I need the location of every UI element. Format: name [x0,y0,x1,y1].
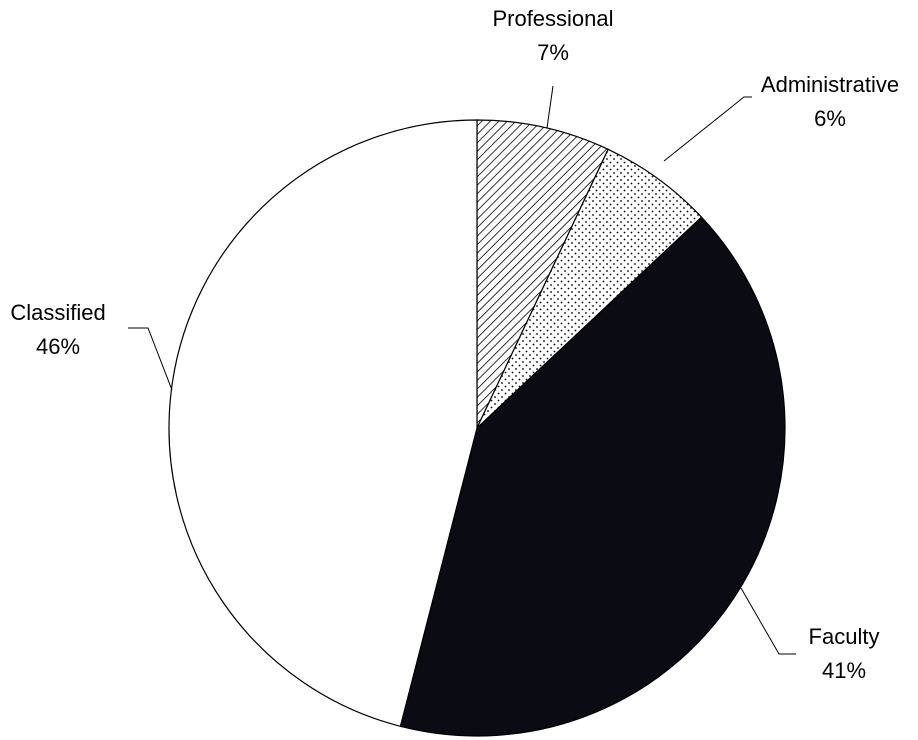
leader-line-professional [546,85,554,129]
slice-value-label-classified: 46% [36,334,80,359]
leader-line-faculty [740,587,796,655]
leader-line-classified [128,327,173,391]
pie-slice-faculty [399,216,786,737]
slice-label-administrative: Administrative [761,72,899,97]
leader-line-administrative [663,96,752,162]
slice-label-faculty: Faculty [809,624,880,649]
slice-value-label-professional: 7% [537,40,569,65]
slice-label-classified: Classified [10,300,105,325]
slice-label-professional: Professional [492,6,613,31]
slice-value-label-faculty: 41% [822,658,866,683]
pie-slice-professional [476,119,609,429]
slice-value-label-administrative: 6% [814,106,846,131]
